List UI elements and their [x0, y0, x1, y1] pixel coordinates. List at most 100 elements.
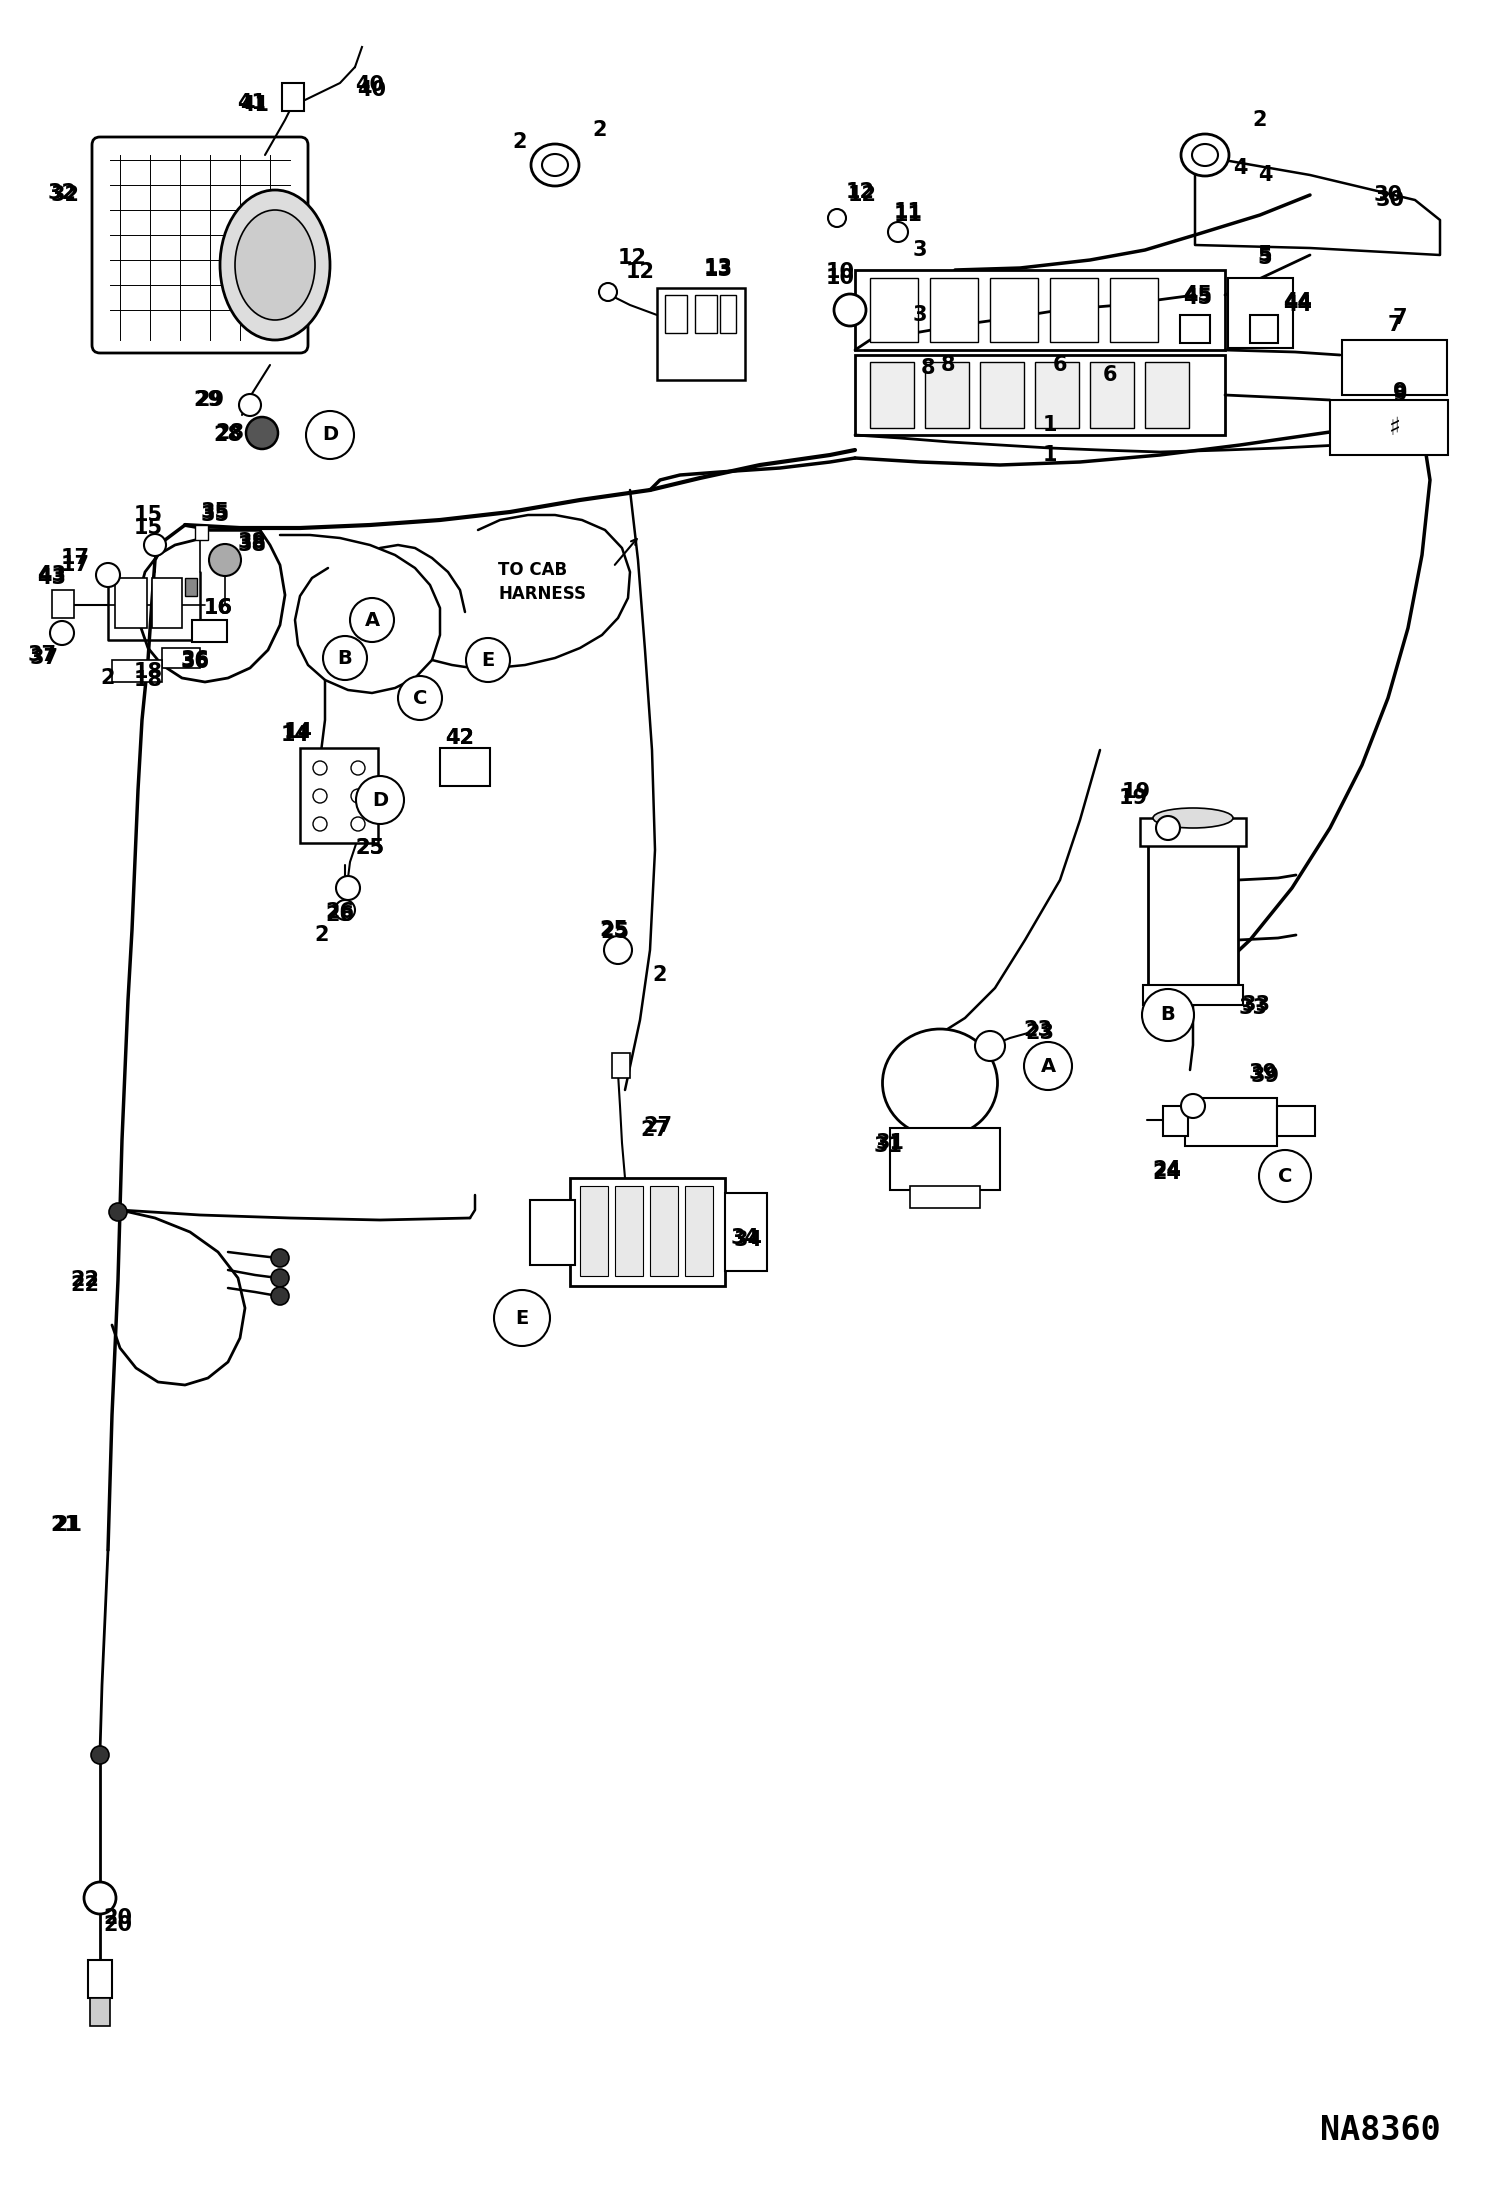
Bar	[855, 355, 1225, 434]
Circle shape	[246, 417, 279, 450]
Circle shape	[357, 776, 404, 825]
Bar	[1249, 316, 1278, 342]
Text: 45: 45	[1183, 287, 1212, 307]
Text: 1: 1	[1043, 445, 1058, 465]
Circle shape	[351, 818, 366, 831]
Text: B: B	[337, 649, 352, 667]
Text: 5: 5	[1258, 248, 1272, 268]
Bar	[1276, 1105, 1315, 1136]
Text: 42: 42	[445, 728, 475, 748]
Bar	[1035, 362, 1079, 428]
Text: 23: 23	[1023, 1020, 1053, 1039]
Bar	[990, 279, 1038, 342]
Text: 4: 4	[1258, 164, 1272, 184]
Circle shape	[398, 675, 442, 719]
Text: 19: 19	[1119, 787, 1147, 807]
Bar	[613, 1053, 631, 1079]
Text: 16: 16	[204, 599, 232, 618]
Text: 5: 5	[1258, 246, 1272, 265]
Text: 22: 22	[70, 1270, 99, 1289]
Bar	[665, 296, 688, 333]
Text: 34: 34	[734, 1230, 762, 1250]
Text: 18: 18	[133, 662, 162, 682]
Text: 36: 36	[180, 651, 210, 671]
Text: 29: 29	[195, 390, 225, 410]
Text: 11: 11	[893, 202, 923, 221]
Text: 38: 38	[238, 533, 267, 553]
Text: 15: 15	[133, 504, 163, 524]
Text: 12: 12	[848, 184, 876, 204]
Circle shape	[1025, 1042, 1073, 1090]
Text: 40: 40	[358, 79, 386, 101]
Text: 19: 19	[1122, 783, 1150, 803]
Text: 39: 39	[1248, 1064, 1278, 1083]
Text: C: C	[1278, 1167, 1293, 1186]
Text: 10: 10	[825, 268, 854, 287]
Text: A: A	[364, 610, 379, 629]
Circle shape	[313, 761, 327, 774]
Circle shape	[49, 621, 73, 645]
Bar	[1144, 362, 1189, 428]
Text: 17: 17	[60, 555, 90, 575]
Bar	[192, 621, 228, 643]
Bar	[890, 1127, 1001, 1191]
Bar	[616, 1186, 643, 1276]
Text: 9: 9	[1393, 386, 1407, 406]
Text: NA8360: NA8360	[1320, 2114, 1441, 2147]
Text: 24: 24	[1152, 1160, 1182, 1180]
Ellipse shape	[1192, 145, 1218, 167]
Text: 2: 2	[100, 669, 115, 689]
Text: 17: 17	[60, 548, 90, 568]
Text: 33: 33	[1242, 996, 1270, 1015]
Text: 4: 4	[1233, 158, 1248, 178]
Text: 30: 30	[1374, 184, 1402, 204]
Text: 13: 13	[704, 259, 733, 279]
Text: 9: 9	[1393, 382, 1407, 401]
Bar	[52, 590, 73, 618]
Text: 8: 8	[941, 355, 956, 375]
Text: 15: 15	[133, 518, 163, 537]
Bar	[440, 748, 490, 785]
Bar	[685, 1186, 713, 1276]
Circle shape	[144, 535, 166, 557]
Circle shape	[351, 789, 366, 803]
Text: 14: 14	[283, 721, 313, 741]
Text: 32: 32	[51, 184, 79, 204]
Text: 35: 35	[201, 502, 229, 522]
Bar	[1185, 1099, 1276, 1147]
Bar	[1110, 279, 1158, 342]
Text: 39: 39	[1251, 1066, 1279, 1086]
Text: 30: 30	[1375, 191, 1405, 211]
Circle shape	[91, 1746, 109, 1763]
Bar	[658, 287, 745, 379]
Circle shape	[271, 1270, 289, 1287]
Text: 11: 11	[893, 204, 923, 226]
Text: 20: 20	[103, 1914, 132, 1934]
Text: 26: 26	[325, 906, 355, 925]
Bar	[580, 1186, 608, 1276]
Text: 20: 20	[103, 1908, 132, 1928]
Bar	[1143, 985, 1243, 1004]
Bar	[980, 362, 1025, 428]
Bar	[721, 296, 736, 333]
Text: 8: 8	[921, 357, 935, 377]
Bar	[112, 660, 162, 682]
Bar	[530, 1200, 575, 1265]
Bar	[1147, 840, 1237, 985]
Circle shape	[84, 1882, 115, 1914]
Text: 25: 25	[355, 838, 385, 857]
Text: 26: 26	[325, 901, 355, 921]
Text: 6: 6	[1053, 355, 1067, 375]
Circle shape	[336, 875, 360, 899]
Text: 35: 35	[201, 504, 229, 524]
Text: 6: 6	[1103, 364, 1118, 386]
Text: 1: 1	[1043, 414, 1058, 434]
Text: 21: 21	[51, 1515, 79, 1535]
Text: 10: 10	[825, 261, 854, 283]
Bar	[184, 579, 198, 596]
Ellipse shape	[220, 191, 330, 340]
Bar	[1162, 1105, 1188, 1136]
Text: 12: 12	[617, 248, 647, 268]
Text: E: E	[481, 651, 494, 669]
Circle shape	[1258, 1149, 1311, 1202]
